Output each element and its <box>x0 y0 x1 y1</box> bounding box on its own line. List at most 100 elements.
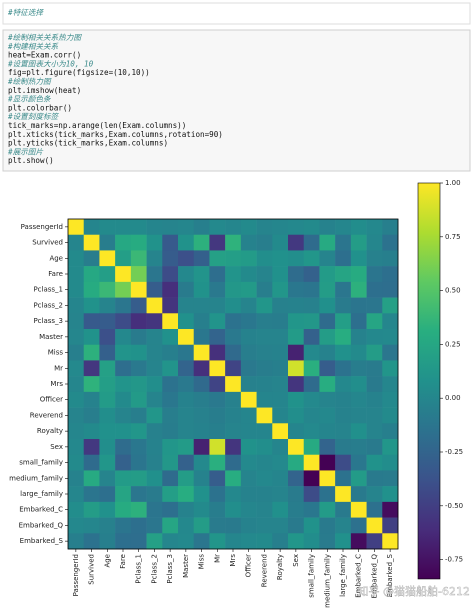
code-cell[interactable] <box>2 29 471 172</box>
heatmap-cell <box>162 423 179 440</box>
y-tick-label: Reverend <box>30 411 63 419</box>
heatmap-cell <box>256 297 273 314</box>
heatmap-cell <box>99 266 116 283</box>
heatmap-cell <box>319 376 336 393</box>
heatmap-cell <box>178 439 195 456</box>
code-comment: #设置刻度标签 <box>7 112 60 121</box>
heatmap-cell <box>115 360 132 377</box>
heatmap-cell <box>193 407 210 424</box>
heatmap-cell <box>303 297 320 314</box>
heatmap-cell <box>272 454 289 471</box>
heatmap-cell <box>382 533 399 550</box>
heatmap-cell <box>209 281 226 298</box>
heatmap-cell <box>68 439 85 456</box>
heatmap-cell <box>162 297 179 314</box>
heatmap-cell <box>288 344 305 361</box>
heatmap-cell <box>99 439 116 456</box>
code-lines: #绘制相关关系热力图#构建相关关系heat=Exam.corr()#设置图表大小… <box>7 33 223 165</box>
heatmap-cell <box>350 423 367 440</box>
heatmap-cell <box>130 470 147 487</box>
heatmap-cell <box>162 234 179 251</box>
heatmap-cell <box>209 423 226 440</box>
heatmap-cell <box>162 344 179 361</box>
code-line: plt.yticks(tick_marks,Exam.columns) <box>8 139 168 148</box>
heatmap-cell <box>209 454 226 471</box>
heatmap-cell <box>99 329 116 346</box>
heatmap-cell <box>115 423 132 440</box>
heatmap-cell <box>68 533 85 550</box>
heatmap-cell <box>319 266 336 283</box>
heatmap-cell <box>240 313 257 330</box>
y-tick-label: Officer <box>40 396 63 404</box>
code-comment: #展示图片 <box>7 147 43 156</box>
heatmap-cell <box>366 297 383 314</box>
heatmap-cell <box>193 329 210 346</box>
heatmap-cell <box>319 297 336 314</box>
heatmap-cell <box>240 281 257 298</box>
heatmap-cell <box>240 297 257 314</box>
heatmap-cell <box>99 313 116 330</box>
heatmap-cell <box>162 439 179 456</box>
heatmap-cell <box>240 250 257 267</box>
heatmap-cell <box>288 360 305 377</box>
heatmap-cell <box>335 517 352 534</box>
y-tick-label: Pclass_2 <box>33 301 63 309</box>
heatmap-cell <box>303 533 320 550</box>
heatmap-cell <box>366 360 383 377</box>
heatmap-cell <box>303 329 320 346</box>
heatmap-cell <box>225 439 242 456</box>
heatmap-cell <box>99 470 116 487</box>
heatmap-cell <box>256 470 273 487</box>
heatmap-cell <box>146 313 163 330</box>
heatmap-cell <box>193 423 210 440</box>
heatmap-cell <box>130 344 147 361</box>
heatmap-cell <box>83 486 100 503</box>
heatmap-cell <box>288 533 305 550</box>
heatmap-cell <box>209 376 226 393</box>
heatmap-cell <box>146 439 163 456</box>
heatmap-cell <box>162 376 179 393</box>
heatmap-cell <box>303 391 320 408</box>
heatmap-cell <box>83 266 100 283</box>
x-tick-label: Survived <box>88 554 96 585</box>
heatmap-cell <box>382 517 399 534</box>
heatmap-cell <box>162 266 179 283</box>
y-tick-label: Mr <box>54 364 63 372</box>
heatmap-cell <box>350 376 367 393</box>
code-line: fig=plt.figure(figsize=(10,10)) <box>8 68 150 77</box>
heatmap-cell <box>272 407 289 424</box>
heatmap-cell <box>382 454 399 471</box>
heatmap-cell <box>319 486 336 503</box>
heatmap-cell <box>366 266 383 283</box>
heatmap-cell <box>350 360 367 377</box>
heatmap-cell <box>68 376 85 393</box>
heatmap-cell <box>209 234 226 251</box>
heatmap-cell <box>319 407 336 424</box>
heatmap-cell <box>146 486 163 503</box>
heatmap-cell <box>335 501 352 518</box>
y-tick-label: small_family <box>19 459 63 467</box>
heatmap-cell <box>303 376 320 393</box>
heatmap-cell <box>288 234 305 251</box>
heatmap-cell <box>130 297 147 314</box>
heatmap-cell <box>178 423 195 440</box>
heatmap-cell <box>115 439 132 456</box>
heatmap-cell <box>99 360 116 377</box>
heatmap-cell <box>83 281 100 298</box>
heatmap-cell <box>225 470 242 487</box>
heatmap-cell <box>68 329 85 346</box>
heatmap-cell <box>130 313 147 330</box>
x-tick-label: small_family <box>308 554 316 598</box>
heatmap-cell <box>146 329 163 346</box>
heatmap-cell <box>350 250 367 267</box>
heatmap-cell <box>303 454 320 471</box>
heatmap-cell <box>68 486 85 503</box>
heatmap-cell <box>83 470 100 487</box>
heatmap-cell <box>272 517 289 534</box>
markdown-cell[interactable] <box>2 2 471 25</box>
heatmap-cell <box>68 219 85 236</box>
heatmap-cell <box>115 329 132 346</box>
heatmap-cell <box>335 454 352 471</box>
heatmap-cell <box>146 517 163 534</box>
heatmap-cell <box>193 250 210 267</box>
